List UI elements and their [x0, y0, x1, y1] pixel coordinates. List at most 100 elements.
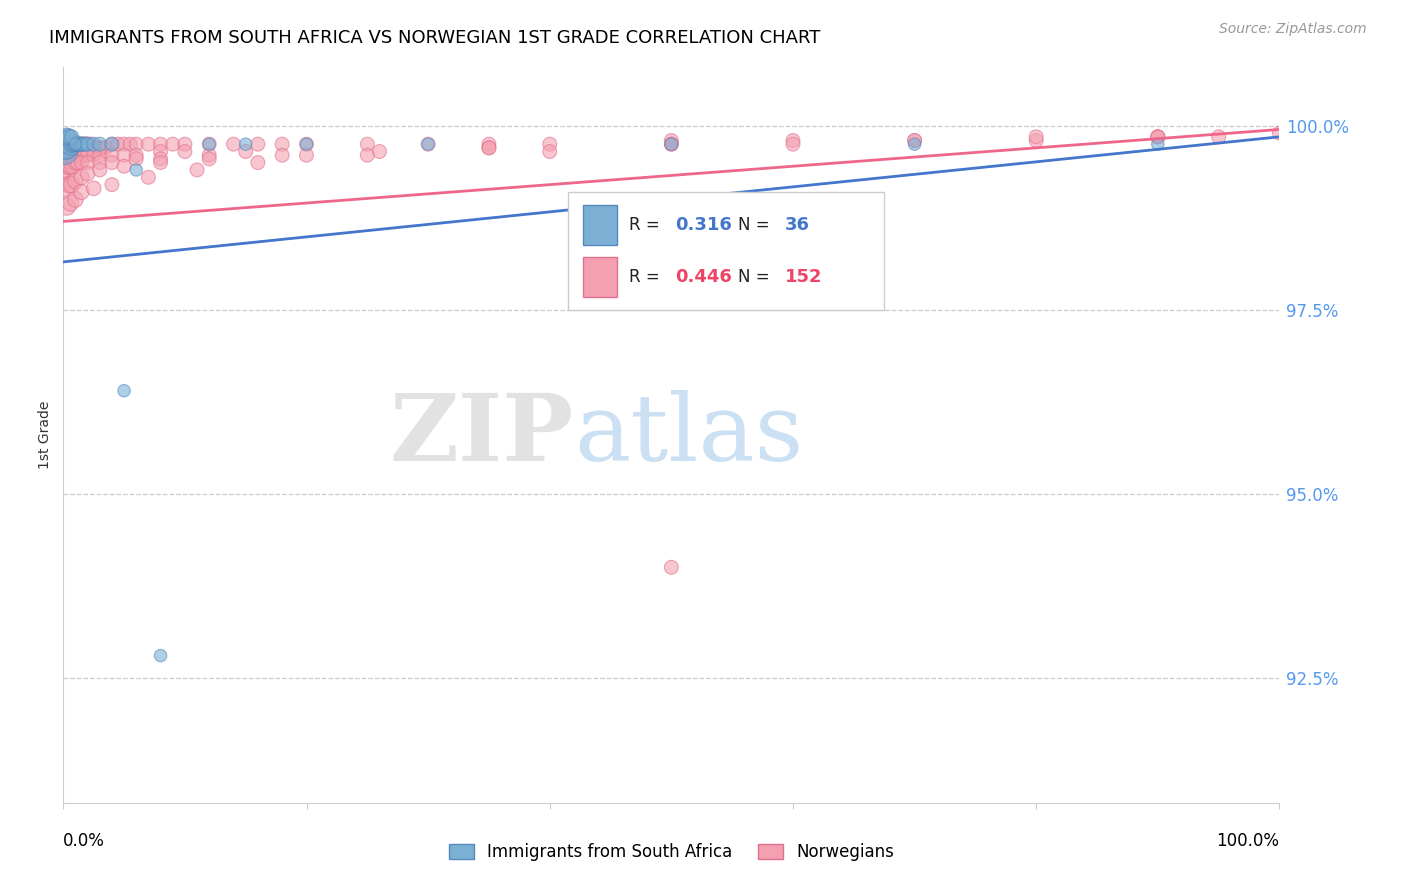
- Point: [661, 137, 683, 152]
- Point: [1208, 129, 1230, 144]
- Point: [58, 129, 80, 144]
- Point: [70, 148, 93, 162]
- Point: [1025, 129, 1047, 144]
- Point: [58, 178, 80, 192]
- Point: [149, 145, 172, 159]
- Text: IMMIGRANTS FROM SOUTH AFRICA VS NORWEGIAN 1ST GRADE CORRELATION CHART: IMMIGRANTS FROM SOUTH AFRICA VS NORWEGIA…: [49, 29, 821, 46]
- Point: [66, 137, 89, 152]
- Point: [56, 137, 79, 152]
- Point: [149, 648, 172, 663]
- Text: 0.0%: 0.0%: [63, 832, 105, 850]
- Text: R =: R =: [628, 216, 665, 234]
- Point: [782, 137, 804, 152]
- Point: [186, 163, 208, 178]
- Point: [62, 137, 84, 152]
- Text: 0.446: 0.446: [675, 268, 733, 285]
- Point: [101, 148, 124, 162]
- Point: [66, 155, 89, 169]
- Point: [70, 137, 93, 152]
- Point: [903, 137, 925, 152]
- Text: 0.316: 0.316: [675, 216, 733, 234]
- Point: [56, 163, 79, 178]
- Point: [79, 137, 101, 152]
- Point: [125, 152, 148, 166]
- Point: [56, 141, 79, 155]
- Point: [56, 200, 79, 214]
- Y-axis label: 1st Grade: 1st Grade: [38, 401, 52, 469]
- Point: [56, 163, 79, 178]
- Point: [67, 137, 90, 152]
- FancyBboxPatch shape: [582, 205, 617, 245]
- Point: [56, 137, 79, 152]
- Point: [59, 137, 82, 152]
- Point: [69, 137, 91, 152]
- Point: [120, 137, 142, 152]
- Legend: Immigrants from South Africa, Norwegians: Immigrants from South Africa, Norwegians: [443, 837, 900, 868]
- Point: [56, 129, 79, 144]
- Point: [62, 159, 84, 173]
- Point: [1147, 129, 1170, 144]
- Point: [89, 141, 111, 155]
- Point: [235, 145, 257, 159]
- Point: [60, 137, 83, 152]
- Point: [418, 137, 440, 152]
- Point: [65, 174, 87, 188]
- Point: [101, 178, 124, 192]
- Point: [66, 137, 89, 152]
- Point: [174, 137, 197, 152]
- Point: [107, 137, 129, 152]
- Text: ZIP: ZIP: [389, 390, 574, 480]
- Point: [65, 137, 87, 152]
- Point: [75, 137, 97, 152]
- Point: [295, 137, 318, 152]
- Point: [58, 137, 80, 152]
- Point: [76, 137, 98, 152]
- Point: [60, 178, 83, 192]
- Point: [70, 155, 93, 169]
- Text: Source: ZipAtlas.com: Source: ZipAtlas.com: [1219, 22, 1367, 37]
- Point: [903, 134, 925, 148]
- Point: [356, 148, 378, 162]
- Point: [66, 137, 89, 152]
- Point: [91, 141, 114, 155]
- Text: atlas: atlas: [574, 390, 803, 480]
- Point: [149, 155, 172, 169]
- Point: [1147, 129, 1170, 144]
- Point: [246, 137, 269, 152]
- Point: [65, 148, 87, 162]
- Point: [56, 137, 79, 152]
- Point: [67, 137, 90, 152]
- Point: [125, 137, 148, 152]
- Point: [661, 137, 683, 152]
- Point: [65, 137, 87, 152]
- Point: [246, 155, 269, 169]
- Point: [66, 148, 89, 162]
- Point: [72, 137, 94, 152]
- Point: [94, 141, 117, 155]
- Point: [58, 137, 80, 152]
- Point: [478, 141, 501, 155]
- Point: [661, 134, 683, 148]
- Point: [70, 137, 93, 152]
- Point: [75, 137, 97, 152]
- FancyBboxPatch shape: [582, 257, 617, 297]
- Text: 100.0%: 100.0%: [1216, 832, 1279, 850]
- Text: N =: N =: [738, 216, 775, 234]
- Point: [661, 560, 683, 574]
- Point: [59, 159, 82, 173]
- Point: [53, 145, 76, 159]
- Point: [295, 137, 318, 152]
- Point: [661, 137, 683, 152]
- Point: [66, 137, 89, 152]
- Point: [60, 137, 83, 152]
- Point: [75, 148, 97, 162]
- Point: [65, 137, 87, 152]
- Point: [76, 137, 98, 152]
- Point: [65, 193, 87, 207]
- Point: [76, 155, 98, 169]
- Point: [69, 137, 91, 152]
- Point: [65, 155, 87, 169]
- Point: [903, 134, 925, 148]
- Point: [125, 148, 148, 162]
- Point: [198, 137, 221, 152]
